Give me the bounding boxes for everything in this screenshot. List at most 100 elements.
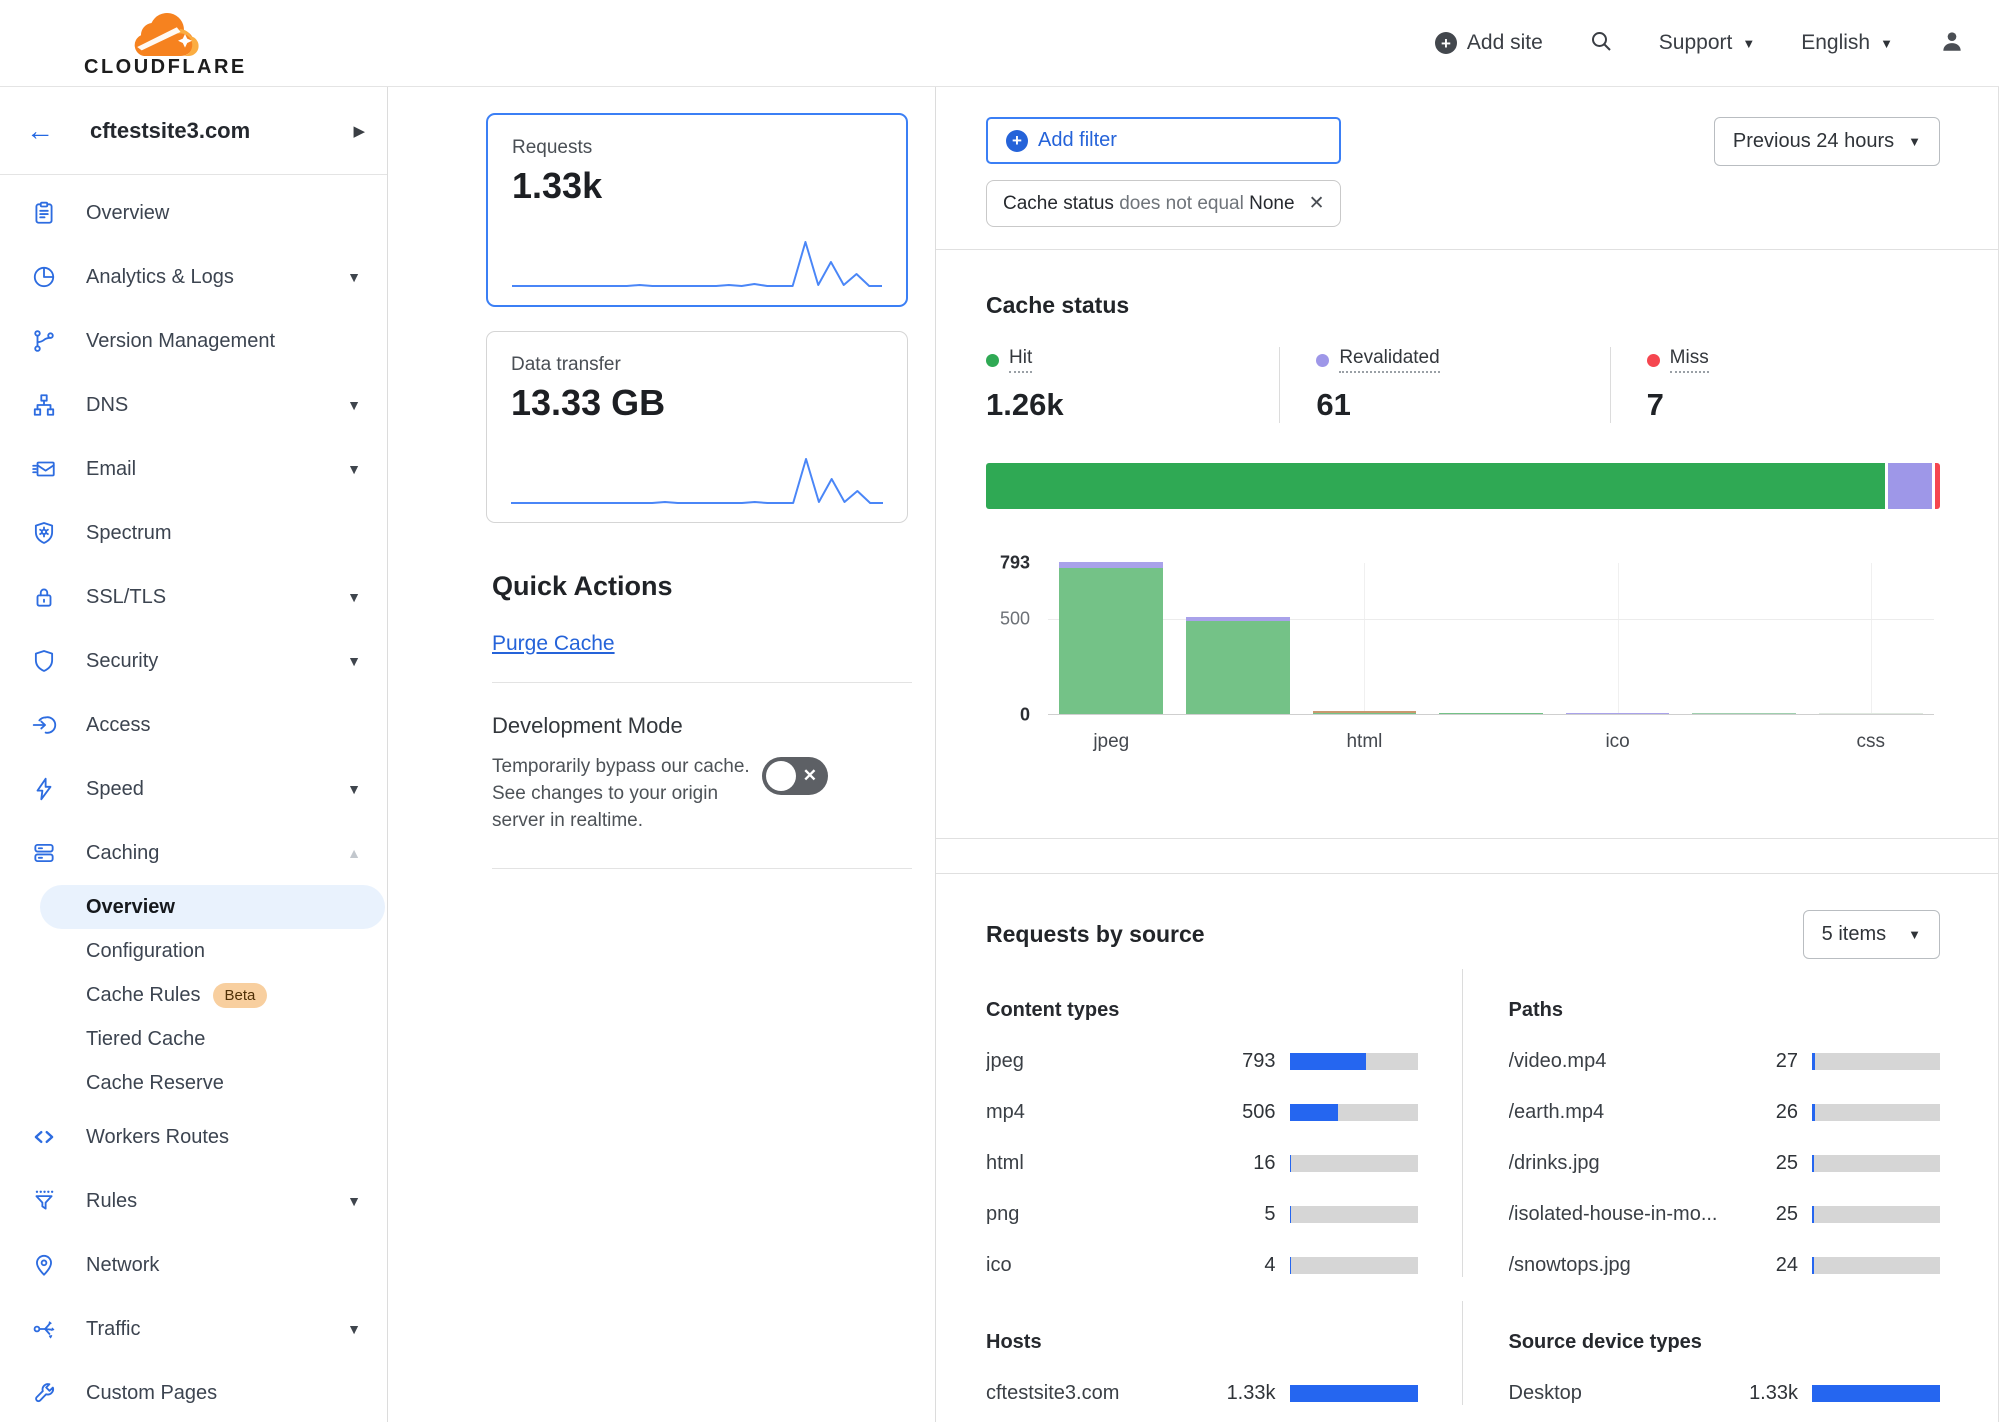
table-row-earth-mp4[interactable]: /earth.mp4 26 [1509,1101,1940,1124]
sidebar-item-version-management[interactable]: Version Management [0,309,387,373]
language-menu[interactable]: English ▼ [1801,31,1893,55]
table-row-desktop[interactable]: Desktop 1.33k [1509,1382,1940,1405]
stat-label[interactable]: Revalidated [1339,347,1440,373]
row-bar [1289,1053,1418,1070]
row-bar-fill [1289,1053,1366,1070]
site-header: ← cftestsite3.com ▶ [0,87,387,175]
x-label-ico: ico [1605,731,1630,752]
cache-status-stats: Hit 1.26k Revalidated 61 Miss 7 [986,347,1940,423]
nav-item-label: Overview [86,201,170,224]
metric-label: Requests [512,137,593,158]
table-row-drinks-jpg[interactable]: /drinks.jpg 25 [1509,1152,1940,1175]
sidebar-item-spectrum[interactable]: Spectrum [0,501,387,565]
purge-cache-link[interactable]: Purge Cache [492,632,615,655]
sidebar-item-custom-pages[interactable]: Custom Pages [0,1361,387,1422]
table-row-video-mp4[interactable]: /video.mp4 27 [1509,1050,1940,1073]
sidebar-subitem-tiered-cache[interactable]: Tiered Cache [40,1017,385,1061]
bar-segment-hit [1059,567,1164,714]
items-count-select[interactable]: 5 items ▼ [1802,910,1940,959]
chart-bar[interactable] [1059,562,1164,714]
shield-gear-icon [30,519,58,547]
beta-badge: Beta [212,982,268,1008]
chevron-right-icon[interactable]: ▶ [353,122,365,140]
row-value: 16 [1253,1152,1276,1174]
chart-bar[interactable] [1818,713,1923,714]
sidebar-item-email[interactable]: Email ▼ [0,437,387,501]
support-menu[interactable]: Support ▼ [1659,31,1755,55]
chart-bar[interactable] [1565,713,1670,714]
sidebar-subitem-cache-reserve[interactable]: Cache Reserve [40,1061,385,1105]
chart-bar[interactable] [1312,710,1417,714]
chevron-down-icon: ▼ [1742,35,1756,51]
sidebar-subitem-configuration[interactable]: Configuration [40,929,385,973]
dev-mode-title: Development Mode [492,713,683,738]
row-value: 25 [1775,1152,1798,1174]
add-filter-button[interactable]: + Add filter [986,117,1342,164]
table-row-ico[interactable]: ico 4 [986,1254,1418,1277]
chevron-up-icon: ▲ [347,845,361,861]
stat-miss: Miss 7 [1609,347,1940,423]
row-label: jpeg [986,1050,1024,1072]
time-range-select[interactable]: Previous 24 hours ▼ [1713,117,1940,166]
chevron-down-icon: ▼ [347,589,361,605]
requests-by-source-title: Requests by source [986,921,1205,947]
sidebar-item-security[interactable]: Security ▼ [0,629,387,693]
data-transfer-metric-card[interactable]: Data transfer 13.33 GB [486,331,908,523]
server-icon [30,839,58,867]
sidebar-subitem-cache-rules[interactable]: Cache Rules Beta [40,973,385,1017]
sidebar-item-access[interactable]: Access [0,693,387,757]
table-row-snowtops-jpg[interactable]: /snowtops.jpg 24 [1509,1254,1940,1277]
sidebar-item-workers-routes[interactable]: Workers Routes [0,1105,387,1169]
stat-revalidated: Revalidated 61 [1279,347,1609,423]
cloudflare-logo[interactable]: CLOUDFLARE [84,12,247,79]
sidebar-item-traffic[interactable]: Traffic ▼ [0,1297,387,1361]
sidebar-item-analytics-logs[interactable]: Analytics & Logs ▼ [0,245,387,309]
sidebar-item-rules[interactable]: Rules ▼ [0,1169,387,1233]
toggle-x-icon: ✕ [802,766,817,785]
requests-metric-card[interactable]: Requests 1.33k [486,113,908,307]
remove-filter-icon[interactable]: ✕ [1308,193,1325,214]
chart-bar[interactable] [1439,713,1543,714]
miss-dot-icon [1646,353,1660,367]
sidebar-item-dns[interactable]: DNS ▼ [0,373,387,437]
chart-bar[interactable] [1692,713,1797,714]
stat-label[interactable]: Hit [1009,347,1033,373]
back-arrow-icon[interactable]: ← [26,114,54,146]
metrics-column: Requests 1.33k Data transfer 13.33 GB Qu… [388,87,935,1422]
stat-header: Revalidated [1316,347,1609,373]
items-count-label: 5 items [1821,923,1887,945]
table-row-isolated-house-in-mo[interactable]: /isolated-house-in-mo... 25 [1509,1203,1940,1226]
sidebar-item-speed[interactable]: Speed ▼ [0,757,387,821]
table-row-mp4[interactable]: mp4 506 [986,1101,1418,1124]
row-bar [1289,1385,1418,1402]
user-avatar-icon[interactable] [1939,28,1965,59]
table-row-jpeg[interactable]: jpeg 793 [986,1050,1418,1073]
table-row-cftestsite3-com[interactable]: cftestsite3.com 1.33k [986,1382,1418,1405]
share-icon [30,1315,58,1343]
vertical-gridline [1870,563,1872,714]
add-site-button[interactable]: + Add site [1434,31,1543,55]
x-label-jpeg: jpeg [1093,731,1130,752]
dev-mode-toggle[interactable]: ✕ [762,757,828,795]
stat-label[interactable]: Miss [1669,347,1709,373]
table-row-png[interactable]: png 5 [986,1203,1418,1226]
sidebar-subitem-overview[interactable]: Overview [40,885,385,929]
table-row-html[interactable]: html 16 [986,1152,1418,1175]
y-tick-0: 0 [1019,704,1030,725]
sidebar-item-caching[interactable]: Caching ▲ [0,821,387,885]
sidebar-item-network[interactable]: Network [0,1233,387,1297]
nav-item-label: Rules [86,1189,138,1212]
content-types-title: Content types [986,999,1120,1021]
funnel-icon [30,1187,58,1215]
nav-item-label: Email [86,457,137,480]
search-icon[interactable] [1589,29,1613,58]
row-value: 25 [1775,1203,1798,1225]
bar-segment-hit [1185,621,1290,714]
row-value: 26 [1775,1101,1798,1123]
sidebar-item-ssl-tls[interactable]: SSL/TLS ▼ [0,565,387,629]
stat-hit: Hit 1.26k [986,347,1279,423]
filter-chip[interactable]: Cache status does not equal None ✕ [986,180,1342,227]
chart-bar[interactable] [1185,617,1290,714]
bar-segment-revalidated [1059,562,1164,568]
sidebar-item-overview[interactable]: Overview [0,181,387,245]
